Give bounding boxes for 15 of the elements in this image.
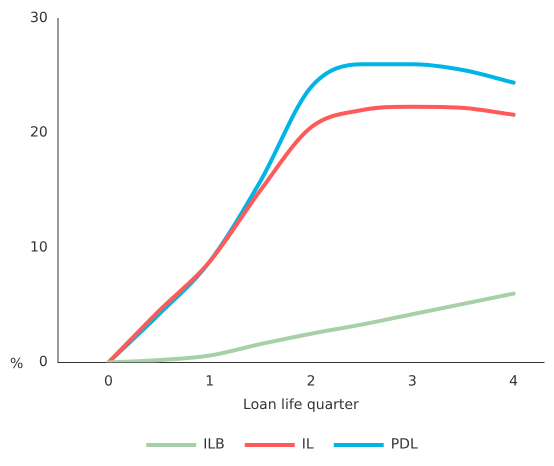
legend-label: PDL [390, 436, 418, 453]
legend-label: ILB [203, 436, 225, 453]
y-tick-label: 0 [38, 354, 48, 370]
legend-label: IL [302, 436, 314, 453]
x-tick-label: 1 [205, 373, 214, 390]
line-series [106, 292, 516, 362]
y-tick-label: 10 [30, 239, 48, 256]
y-tick-label: 30 [30, 10, 48, 26]
x-tick-label: 2 [306, 373, 316, 390]
y-axis-title: % [10, 356, 24, 372]
y-tick-label: 20 [30, 124, 48, 141]
x-tick-label: 0 [104, 373, 113, 390]
x-tick-label: 4 [509, 373, 518, 390]
x-axis-title: Loan life quarter [243, 397, 360, 414]
x-tick-label: 3 [408, 373, 417, 390]
